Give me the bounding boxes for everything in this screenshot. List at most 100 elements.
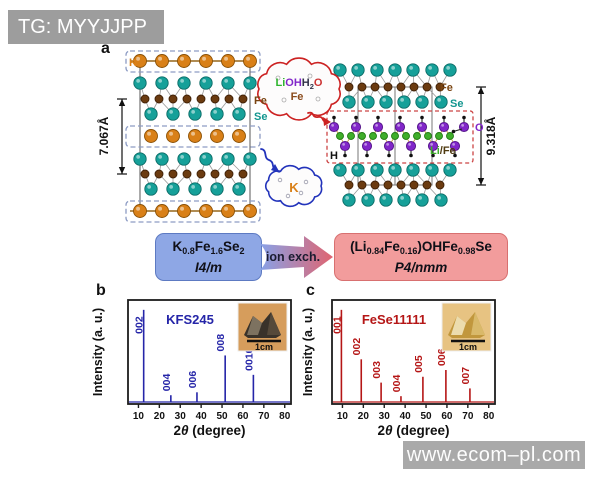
fe-atom-label-right: Fe bbox=[440, 82, 453, 94]
atom bbox=[406, 63, 420, 77]
atom bbox=[402, 132, 410, 140]
atom bbox=[243, 54, 257, 68]
o-atom-label: O bbox=[475, 122, 484, 134]
atom bbox=[443, 63, 457, 77]
atom bbox=[409, 180, 419, 190]
atom bbox=[188, 107, 202, 121]
life-atom-label: Li/Fe bbox=[430, 145, 456, 157]
reactant-box: K0.8Fe1.6Se2 I4/m bbox=[155, 233, 262, 281]
atom bbox=[188, 129, 202, 143]
atom bbox=[347, 132, 355, 140]
right-lattice-height: 9.318Å bbox=[483, 116, 498, 155]
atom bbox=[391, 132, 399, 140]
atom bbox=[166, 182, 180, 196]
atom bbox=[210, 129, 224, 143]
product-box: (Li0.84Fe0.16)OHFe0.98Se P4/nmm bbox=[334, 233, 508, 281]
panel-b-label: b bbox=[96, 282, 106, 299]
peak-index-label: 006 bbox=[187, 371, 199, 389]
atom bbox=[144, 129, 158, 143]
atom bbox=[168, 94, 178, 104]
atom bbox=[344, 82, 354, 92]
atom bbox=[443, 163, 457, 177]
reactant-space-group: I4/m bbox=[194, 260, 222, 275]
atom bbox=[177, 54, 191, 68]
k-atom-label: K bbox=[129, 57, 137, 69]
atom bbox=[415, 193, 429, 207]
atom bbox=[199, 54, 213, 68]
x-tick-label: 80 bbox=[279, 411, 291, 422]
atom bbox=[155, 76, 169, 90]
atom bbox=[435, 132, 443, 140]
x-tick-label: 30 bbox=[379, 411, 391, 422]
x-tick-label: 40 bbox=[400, 411, 412, 422]
atom bbox=[210, 169, 220, 179]
atom bbox=[396, 82, 406, 92]
atom bbox=[438, 121, 450, 133]
atom bbox=[221, 54, 235, 68]
atom bbox=[210, 182, 224, 196]
atom bbox=[361, 95, 375, 109]
product-formula: (Li0.84Fe0.16)OHFe0.98Se bbox=[350, 239, 492, 256]
atom bbox=[446, 132, 454, 140]
atom bbox=[388, 163, 402, 177]
ion-exchange-label: ion exch. bbox=[266, 250, 320, 264]
atom bbox=[357, 180, 367, 190]
atom bbox=[358, 132, 366, 140]
atom bbox=[155, 152, 169, 166]
atom bbox=[383, 82, 393, 92]
atom bbox=[351, 63, 365, 77]
atom bbox=[238, 94, 248, 104]
atom bbox=[140, 94, 150, 104]
atom bbox=[422, 180, 432, 190]
atom bbox=[224, 94, 234, 104]
panel-c-label: c bbox=[306, 282, 315, 299]
atom bbox=[154, 94, 164, 104]
x-axis-label: 2θ (degree) bbox=[377, 423, 449, 438]
atom bbox=[199, 204, 213, 218]
atom bbox=[344, 180, 354, 190]
plot-border bbox=[127, 299, 292, 405]
atom bbox=[415, 95, 429, 109]
y-axis-label: Intensity (a. u.) bbox=[301, 308, 315, 396]
atom bbox=[370, 180, 380, 190]
atom bbox=[177, 152, 191, 166]
atom bbox=[166, 129, 180, 143]
se-atom-label-left: Se bbox=[254, 111, 267, 123]
atom bbox=[140, 169, 150, 179]
product-space-group: P4/nmm bbox=[394, 260, 448, 275]
atom bbox=[232, 182, 246, 196]
peak-index-label: 004 bbox=[161, 374, 173, 392]
atom bbox=[133, 152, 147, 166]
atom bbox=[333, 63, 347, 77]
atom bbox=[133, 76, 147, 90]
x-tick-label: 60 bbox=[237, 411, 249, 422]
atom bbox=[199, 152, 213, 166]
peak-index-label: 008 bbox=[215, 334, 227, 352]
h-atom-label: H bbox=[330, 150, 338, 162]
fe-atom-label-left: Fe bbox=[254, 95, 267, 107]
atom bbox=[370, 63, 384, 77]
reactant-formula: K0.8Fe1.6Se2 bbox=[172, 239, 245, 256]
peak-index-label: 002 bbox=[134, 316, 146, 334]
ion-exchange-arrow: ion exch. bbox=[260, 236, 333, 278]
scale-label: 1cm bbox=[255, 342, 273, 352]
x-tick-label: 70 bbox=[258, 411, 270, 422]
atom bbox=[372, 121, 384, 133]
x-tick-label: 70 bbox=[462, 411, 474, 422]
atom bbox=[168, 169, 178, 179]
reagent-cloud-text: LiOHH2O bbox=[276, 77, 323, 91]
atom bbox=[369, 132, 377, 140]
reagent-cloud-fe: Fe bbox=[291, 91, 304, 103]
atom bbox=[221, 204, 235, 218]
x-tick-label: 50 bbox=[420, 411, 432, 422]
peak-index-label: 0010 bbox=[243, 347, 255, 371]
atom bbox=[370, 163, 384, 177]
atom bbox=[199, 76, 213, 90]
peak-index-label: 003 bbox=[371, 361, 383, 379]
cloud-shape bbox=[257, 57, 341, 121]
atom bbox=[424, 132, 432, 140]
atom bbox=[210, 107, 224, 121]
atom bbox=[243, 152, 257, 166]
atom bbox=[333, 163, 347, 177]
atom bbox=[177, 204, 191, 218]
